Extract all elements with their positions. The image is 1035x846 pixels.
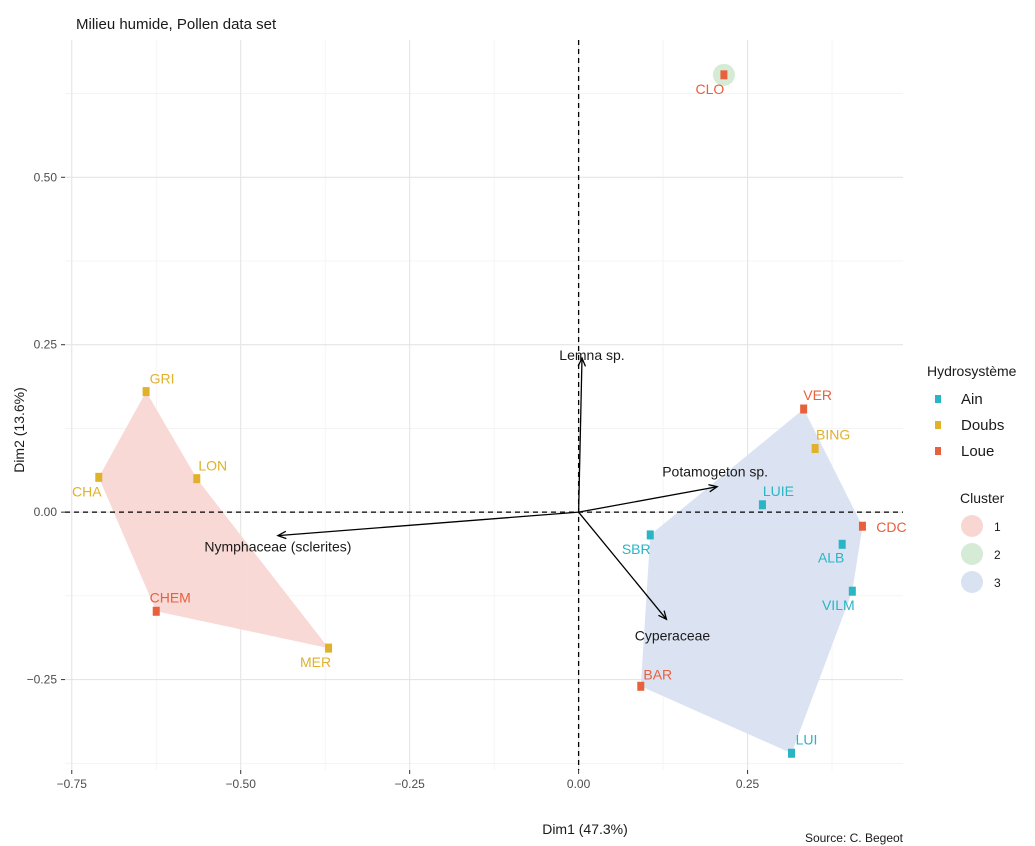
arrow-shaft (578, 486, 718, 513)
y-tick-label: 0.25 (34, 338, 58, 352)
legend: Hydrosystème Ain Doubs Loue Cluster 1 2 3 (927, 363, 1017, 593)
x-tick-label: 0.25 (736, 777, 760, 791)
legend-title-cluster: Cluster (960, 490, 1005, 506)
y-tick-label: −0.25 (27, 673, 58, 687)
legend-label-loue: Loue (961, 443, 994, 460)
point-luie (758, 500, 766, 510)
point-label: ALB (818, 549, 844, 565)
point-alb (838, 539, 846, 549)
point-label: VILM (822, 597, 855, 613)
y-tick-label: 0.50 (34, 170, 58, 184)
point-ver (800, 404, 808, 414)
cluster-hulls (98, 63, 863, 754)
legend-key-doubs (935, 421, 941, 429)
cluster-hull-1 (98, 391, 329, 649)
point-lon (193, 474, 201, 484)
point-chem (152, 606, 160, 616)
arrow-head (658, 610, 668, 621)
arrow-shaft (277, 511, 579, 537)
axis-ticks: −0.75 −0.50 −0.25 0.00 0.25 −0.25 0.00 0.25 0.50 (27, 170, 760, 791)
point-label: MER (300, 654, 331, 670)
arrow-head (577, 356, 587, 367)
point-label: CLO (696, 81, 725, 97)
legend-key-cluster-3 (961, 571, 983, 593)
point-vilm (848, 586, 856, 596)
arrow-label: Lemna sp. (559, 347, 624, 363)
point-label: VER (803, 387, 832, 403)
point-bing (811, 444, 819, 454)
point-label: SBR (622, 541, 651, 557)
legend-key-cluster-1 (961, 515, 983, 537)
point-cdc (858, 521, 866, 531)
legend-key-ain (935, 395, 941, 403)
y-axis-title: Dim2 (13.6%) (11, 387, 27, 473)
legend-title-hydrosysteme: Hydrosystème (927, 363, 1017, 379)
point-lui (787, 748, 795, 758)
point-bar (637, 681, 645, 691)
reference-lines (65, 40, 903, 770)
legend-label-ain: Ain (961, 391, 983, 408)
arrow-label: Potamogeton sp. (662, 464, 768, 480)
y-tick-label: 0.00 (34, 505, 58, 519)
x-tick-label: −0.50 (226, 777, 257, 791)
legend-label-doubs: Doubs (961, 417, 1004, 434)
point-label: BING (816, 427, 850, 443)
x-tick-label: 0.00 (567, 777, 591, 791)
legend-key-cluster-2 (961, 543, 983, 565)
point-label: GRI (150, 371, 175, 387)
point-cha (95, 472, 103, 482)
x-axis-title: Dim1 (47.3%) (542, 821, 628, 837)
point-label: LUI (796, 731, 818, 747)
point-sbr (646, 530, 654, 540)
point-label: CHEM (150, 589, 191, 605)
data-points: CLO GRI CHA LON CHEM MER VER BING LUIE CDC SBR ALB V… (72, 70, 907, 758)
variable-arrows: Lemna sp. Potamogeton sp. Nymphaceae (scle… (204, 347, 768, 643)
x-tick-label: −0.25 (394, 777, 425, 791)
point-label: LON (198, 458, 227, 474)
arrow-shaft (578, 511, 667, 620)
legend-label-cluster-1: 1 (994, 520, 1001, 534)
legend-key-loue (935, 447, 941, 455)
chart-title: Milieu humide, Pollen data set (76, 16, 277, 33)
arrow-shaft (577, 358, 583, 513)
arrow-head (276, 530, 287, 540)
point-clo (720, 70, 728, 80)
point-label: CHA (72, 483, 102, 499)
legend-label-cluster-2: 2 (994, 548, 1001, 562)
caption: Source: C. Begeot (805, 831, 904, 845)
point-label: BAR (643, 666, 672, 682)
arrow-label: Cyperaceae (635, 627, 711, 643)
x-tick-label: −0.75 (57, 777, 88, 791)
arrow-head (708, 483, 719, 493)
cluster-hull-3 (640, 409, 863, 754)
point-mer (325, 643, 333, 653)
point-gri (142, 387, 150, 397)
point-label: CDC (876, 519, 906, 535)
arrow-label: Nymphaceae (sclerites) (204, 539, 351, 555)
point-label: LUIE (763, 483, 794, 499)
legend-label-cluster-3: 3 (994, 576, 1001, 590)
